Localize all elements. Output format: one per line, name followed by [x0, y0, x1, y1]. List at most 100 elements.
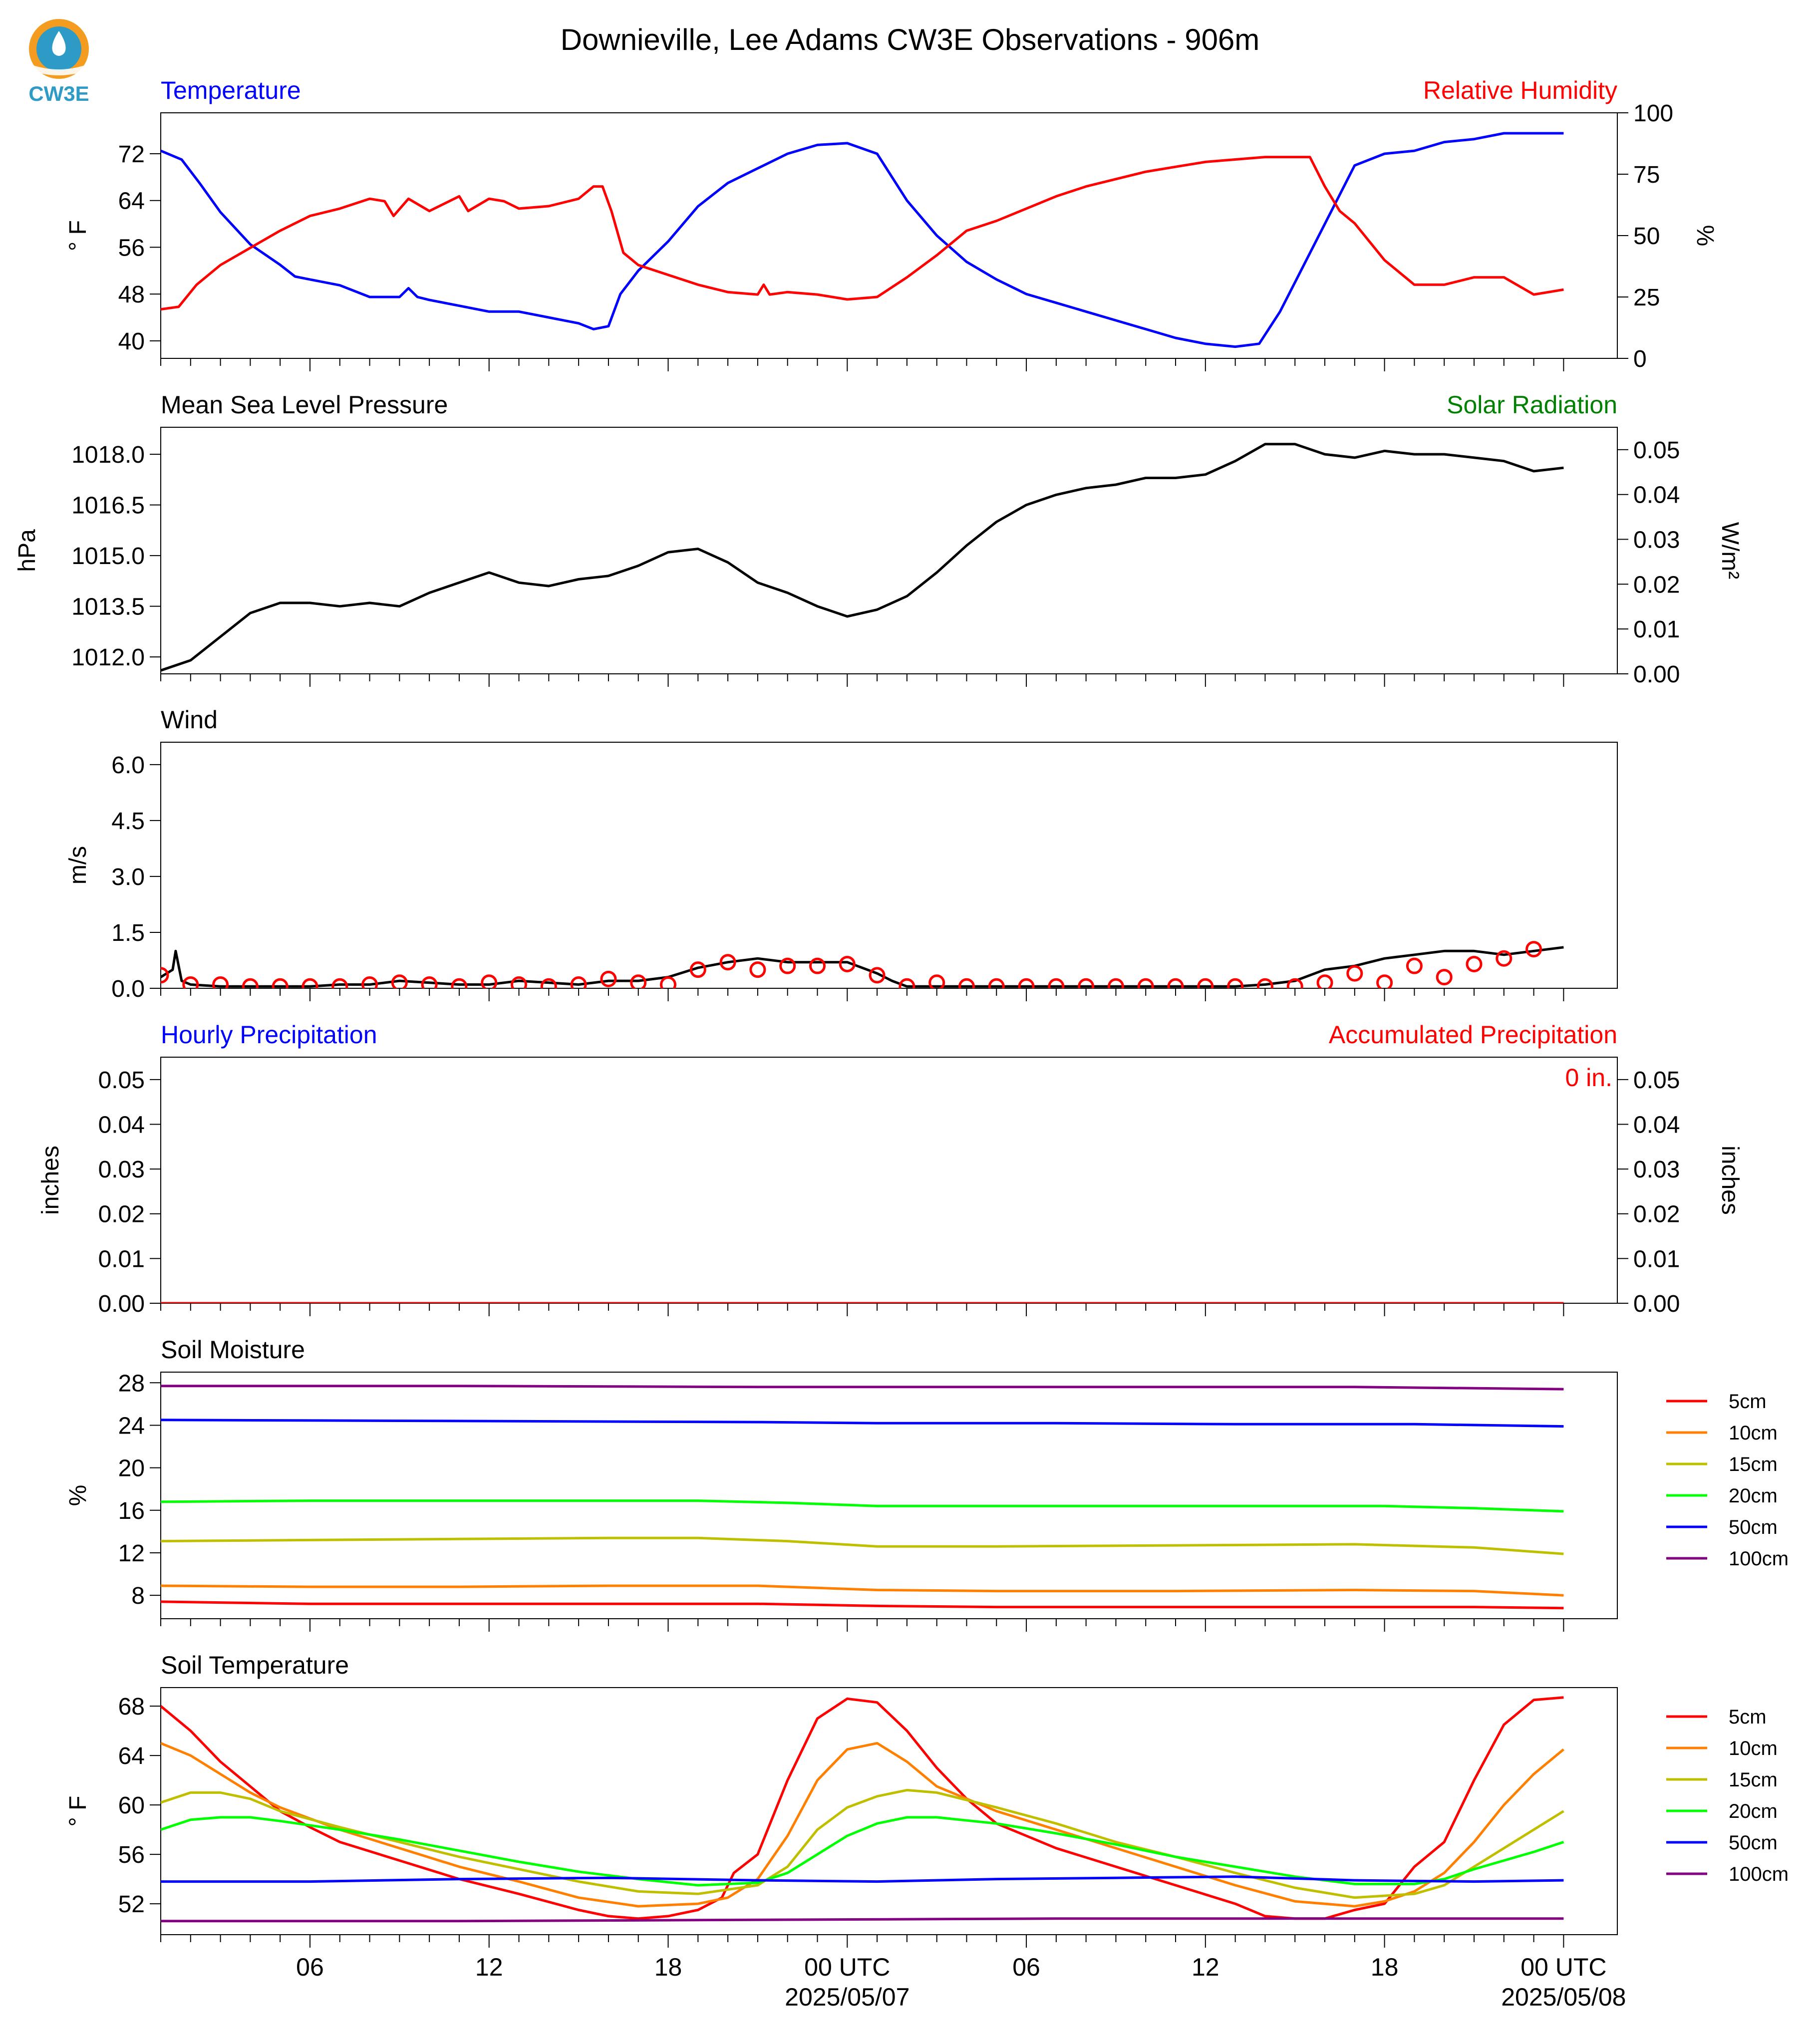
panel-soil_temp: Soil Temperature 52 56 60 64 68 ° F 5cm 10cm 15cm…	[65, 1651, 1789, 2011]
y-tick-label: 0.01	[98, 1246, 145, 1272]
y-axis-label: m/s	[65, 846, 91, 884]
y-tick-label-right: 0.04	[1633, 1112, 1680, 1138]
gust-point	[749, 961, 766, 978]
gust-point	[1048, 978, 1065, 988]
series-line-100cm	[161, 1917, 1564, 1923]
y-tick-label-right: 0.02	[1633, 1201, 1680, 1228]
gust-point	[1346, 965, 1363, 982]
y-tick-label-right: 0.03	[1633, 1157, 1680, 1183]
gust-point	[302, 978, 318, 988]
series-line-50cm	[161, 1875, 1564, 1883]
gust-point	[272, 978, 289, 988]
y-tick-label-right: 0.01	[1633, 616, 1680, 643]
series-line-50cm	[161, 1419, 1564, 1428]
series-line-15cm	[161, 1788, 1564, 1899]
legend: 5cm 10cm 15cm 20cm 50cm 100cm	[1666, 1391, 1789, 1570]
x-tick-label: 12	[475, 1953, 503, 1981]
gust-point	[1078, 978, 1095, 988]
y-tick-label-right: 25	[1633, 285, 1660, 311]
series-line-relative-humidity	[161, 156, 1564, 311]
legend-label: 15cm	[1729, 1453, 1778, 1475]
gust-point	[1167, 978, 1184, 988]
series-group	[161, 132, 1564, 348]
series-line-100cm	[161, 1385, 1564, 1391]
legend-label: 50cm	[1729, 1516, 1778, 1538]
gust-point	[421, 976, 438, 988]
gust-point	[1316, 974, 1333, 988]
y-tick-label: 0.00	[98, 1291, 145, 1317]
y-tick-label: 16	[118, 1498, 145, 1524]
y-tick-label: 0.05	[98, 1067, 145, 1094]
y-tick-label: 64	[118, 1743, 145, 1769]
gust-point	[1466, 955, 1483, 972]
gust-point	[988, 978, 1005, 988]
y-tick-label-right: 0.01	[1633, 1246, 1680, 1272]
plot-frame	[160, 742, 1618, 989]
y-tick-label: 1013.5	[71, 594, 145, 620]
series-group	[161, 443, 1564, 672]
gust-point	[242, 978, 259, 988]
gust-point	[839, 955, 856, 972]
x-tick-label: 18	[1371, 1953, 1399, 1981]
y-tick-label-right: 0.02	[1633, 572, 1680, 598]
gust-point	[1496, 950, 1513, 967]
panel-soil_moisture: Soil Moisture 8 12 16 20 24 28% 5cm 10cm 15cm 20cm…	[65, 1336, 1789, 1632]
gust-point	[182, 976, 199, 988]
gust-point	[1107, 978, 1124, 988]
panel-title-left: Hourly Precipitation	[161, 1021, 377, 1049]
plot-frame	[160, 1687, 1618, 1935]
y-tick-label: 0.0	[111, 976, 145, 1002]
y-axis-label: %	[65, 1485, 91, 1506]
y-tick-label: 1018.0	[71, 442, 145, 468]
y-tick-label: 56	[118, 235, 145, 261]
gust-point	[1525, 941, 1542, 958]
legend-label: 100cm	[1729, 1863, 1789, 1885]
gust-point	[451, 978, 468, 988]
gust-point	[689, 961, 706, 978]
cw3e-logo: CW3E	[28, 19, 89, 105]
y-axis-label: ° F	[65, 220, 91, 251]
series-line-5cm	[161, 1600, 1564, 1610]
series-group	[161, 1385, 1564, 1610]
series-line-temperature	[161, 132, 1564, 348]
panel-title-left: Soil Moisture	[161, 1336, 305, 1364]
gust-point	[719, 954, 736, 971]
plot-frame	[160, 427, 1618, 674]
gust-point	[899, 978, 915, 988]
y-tick-label-right: 0.00	[1633, 1291, 1680, 1317]
y-tick-label: 12	[118, 1540, 145, 1567]
y-axis-label-right: %	[1692, 225, 1718, 247]
logo-drop-icon	[52, 31, 66, 56]
x-tick-label: 00 UTC	[804, 1953, 890, 1981]
gust-point	[361, 976, 378, 988]
legend-label: 10cm	[1729, 1422, 1778, 1444]
gust-point	[212, 976, 229, 988]
y-tick-label-right: 100	[1633, 100, 1673, 127]
gust-point	[928, 974, 945, 988]
legend-label: 10cm	[1729, 1738, 1778, 1759]
gust-point	[1286, 978, 1303, 988]
legend: 5cm 10cm 15cm 20cm 50cm 100cm	[1666, 1706, 1789, 1885]
series-line-20cm	[161, 1499, 1564, 1513]
y-tick-label: 48	[118, 282, 145, 308]
panel-title-right: Solar Radiation	[1447, 391, 1617, 419]
panel-title-left: Temperature	[161, 76, 301, 104]
panel-wind: Wind 0.0 1.5 3.0 4.5 6.0 m/s	[65, 706, 1618, 1002]
logo-text: CW3E	[28, 82, 89, 105]
y-tick-label: 52	[118, 1891, 145, 1918]
series-line-5cm	[161, 1696, 1564, 1920]
y-tick-label: 1012.0	[71, 644, 145, 671]
gust-point	[809, 957, 826, 974]
y-axis-label: ° F	[65, 1796, 91, 1827]
gust-point	[1436, 969, 1453, 986]
plot-frame	[160, 1372, 1618, 1619]
gust-point	[1406, 957, 1423, 974]
gust-point	[331, 978, 348, 988]
y-tick-label-right: 0.04	[1633, 482, 1680, 509]
panel-title-left: Soil Temperature	[161, 1651, 349, 1679]
y-tick-label-right: 0.00	[1633, 661, 1680, 688]
y-tick-label: 0.02	[98, 1201, 145, 1228]
y-tick-label: 28	[118, 1370, 145, 1397]
gust-point	[161, 967, 169, 984]
gust-point	[1227, 978, 1244, 988]
